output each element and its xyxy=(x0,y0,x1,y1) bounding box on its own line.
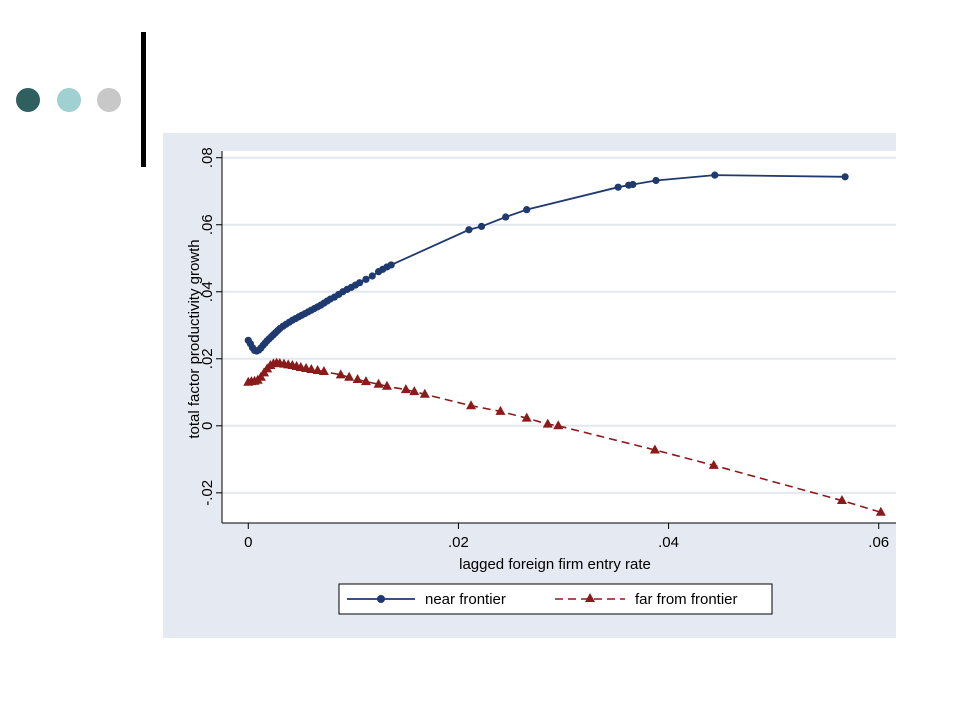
point-far-from-frontier xyxy=(335,369,346,379)
bullet-dot-teal xyxy=(57,88,81,112)
point-near-frontier xyxy=(629,180,637,189)
y-tick-label: .08 xyxy=(199,147,216,168)
ticks: -.02 0 .02 .04 .06 .08 0 .02 .04 .06 xyxy=(199,147,889,551)
point-near-frontier xyxy=(465,226,473,234)
point-near-frontier xyxy=(368,272,376,280)
x-tick-label: .02 xyxy=(448,534,469,551)
point-far-from-frontier xyxy=(521,412,532,422)
x-tick-label: .04 xyxy=(658,534,679,551)
point-far-from-frontier xyxy=(360,376,371,386)
chart-panel: -.02 0 .02 .04 .06 .08 0 .02 .04 .06 lagged forei… xyxy=(163,133,905,638)
bullet-dot-dark xyxy=(16,88,40,112)
x-tick-label: 0 xyxy=(244,534,252,551)
point-far-from-frontier xyxy=(373,378,384,388)
point-far-from-frontier xyxy=(409,386,420,396)
point-far-from-frontier xyxy=(466,400,477,410)
point-far-from-frontier xyxy=(381,380,392,390)
point-near-frontier xyxy=(711,171,719,179)
y-tick-label: .06 xyxy=(199,214,216,235)
legend-label-far: far from frontier xyxy=(635,591,738,608)
point-near-frontier xyxy=(362,275,370,283)
vertical-rule xyxy=(141,32,146,167)
x-tick-label: .06 xyxy=(868,534,889,551)
point-far-from-frontier xyxy=(312,365,323,375)
point-far-from-frontier xyxy=(344,371,355,381)
point-near-frontier xyxy=(387,261,395,269)
point-far-from-frontier xyxy=(836,495,847,505)
legend-marker-near xyxy=(377,595,385,603)
y-axis-label: total factor productivity growth xyxy=(186,239,203,438)
y-tick-label: .04 xyxy=(199,281,216,302)
legend: near frontier far from frontier xyxy=(338,583,773,615)
y-tick-label: -.02 xyxy=(199,480,216,506)
y-tick-label: 0 xyxy=(199,422,216,430)
point-far-from-frontier xyxy=(400,384,411,394)
point-far-from-frontier xyxy=(542,418,553,428)
point-near-frontier xyxy=(523,206,531,214)
legend-marker-far xyxy=(585,593,595,602)
point-far-from-frontier xyxy=(352,374,363,384)
axes xyxy=(221,151,905,524)
point-far-from-frontier xyxy=(553,420,564,430)
point-near-frontier xyxy=(502,213,510,221)
plot-area xyxy=(222,151,905,523)
x-axis-label: lagged foreign firm entry rate xyxy=(459,556,651,573)
point-far-from-frontier xyxy=(875,506,886,516)
point-far-from-frontier xyxy=(419,388,430,398)
grid-lines xyxy=(222,156,905,494)
point-far-from-frontier xyxy=(306,364,317,374)
point-near-frontier xyxy=(477,222,486,231)
point-near-frontier xyxy=(356,279,364,287)
legend-label-near: near frontier xyxy=(425,591,506,608)
point-far-from-frontier xyxy=(495,405,506,415)
point-near-frontier xyxy=(841,173,849,181)
bullet-dot-gray xyxy=(97,88,121,112)
point-far-from-frontier xyxy=(708,459,719,469)
series-layer xyxy=(243,171,886,516)
y-tick-label: .02 xyxy=(199,348,216,369)
point-far-from-frontier xyxy=(649,444,660,454)
point-near-frontier xyxy=(614,183,622,191)
point-near-frontier xyxy=(652,176,660,185)
point-far-from-frontier xyxy=(318,366,329,376)
tfp-chart: -.02 0 .02 .04 .06 .08 0 .02 .04 .06 lagged forei… xyxy=(186,147,905,615)
